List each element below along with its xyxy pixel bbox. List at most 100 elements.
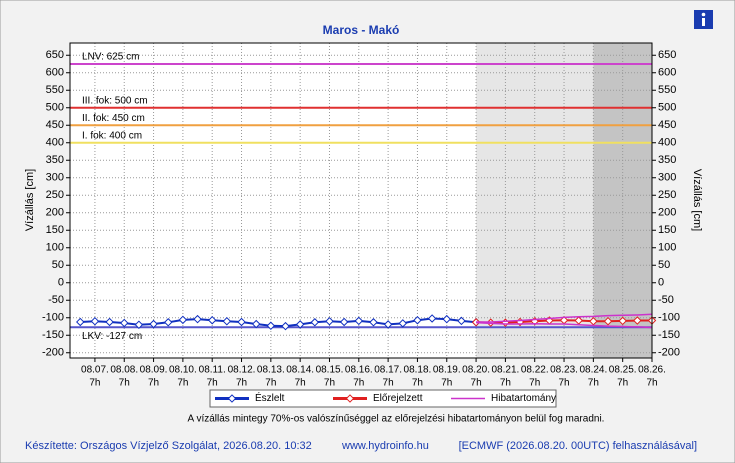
x-tick-label: 08.09. bbox=[140, 365, 168, 376]
x-tick-sublabel: 7h bbox=[588, 378, 599, 389]
x-tick-label: 08.15. bbox=[316, 365, 344, 376]
x-tick-sublabel: 7h bbox=[207, 378, 218, 389]
note: A vízállás mintegy 70%-os valószínűségge… bbox=[188, 414, 605, 425]
x-tick-sublabel: 7h bbox=[119, 378, 130, 389]
x-tick-sublabel: 7h bbox=[383, 378, 394, 389]
forecast-shade bbox=[476, 43, 594, 358]
y2-tick-label: 200 bbox=[658, 207, 676, 219]
point-marker bbox=[457, 316, 466, 326]
y2-axis-title: Vízállás [cm] bbox=[691, 169, 703, 231]
x-tick-label: 08.22. bbox=[521, 365, 549, 376]
point-marker bbox=[163, 318, 173, 327]
point-marker bbox=[90, 317, 100, 326]
x-tick-label: 08.25. bbox=[609, 365, 637, 376]
info-icon[interactable] bbox=[694, 10, 713, 29]
error-band-lower bbox=[476, 321, 653, 329]
x-tick-label: 08.20. bbox=[462, 365, 490, 376]
point-marker bbox=[105, 317, 114, 327]
point-marker bbox=[369, 318, 378, 327]
x-tick-sublabel: 7h bbox=[412, 378, 423, 389]
y2-tick-label: 350 bbox=[658, 154, 676, 166]
x-tick-label: 08.23. bbox=[550, 365, 578, 376]
point-marker bbox=[354, 316, 364, 326]
x-tick-label: 08.12. bbox=[228, 365, 256, 376]
legend-marker bbox=[345, 394, 355, 403]
y2-tick-label: 550 bbox=[658, 84, 676, 96]
x-tick-sublabel: 7h bbox=[295, 378, 306, 389]
point-marker bbox=[149, 319, 158, 329]
footer-link[interactable]: www.hydroinfo.hu bbox=[341, 440, 429, 452]
point-marker bbox=[134, 320, 144, 329]
x-tick-sublabel: 7h bbox=[236, 378, 247, 389]
point-marker bbox=[589, 317, 598, 326]
plot-border bbox=[69, 42, 653, 359]
y-tick-label: 650 bbox=[46, 49, 64, 61]
x-tick-sublabel: 7h bbox=[558, 378, 569, 389]
forecast-shade bbox=[593, 43, 652, 358]
y-tick-label: 600 bbox=[46, 67, 64, 79]
point-marker bbox=[633, 316, 642, 325]
x-tick-label: 08.08. bbox=[110, 365, 138, 376]
y-tick-label: -100 bbox=[42, 312, 64, 324]
x-tick-label: 08.16. bbox=[345, 365, 373, 376]
error-band-upper bbox=[476, 313, 653, 323]
y-tick-label: -50 bbox=[48, 294, 64, 306]
legend-box bbox=[209, 389, 557, 408]
x-tick-label: 08.19. bbox=[433, 365, 461, 376]
x-tick-sublabel: 7h bbox=[646, 378, 657, 389]
footer-source: [ECMWF (2026.08.20. 00UTC) felhasználásá… bbox=[459, 440, 697, 452]
point-marker bbox=[178, 315, 188, 325]
point-marker bbox=[76, 317, 85, 327]
x-tick-sublabel: 7h bbox=[353, 378, 364, 389]
point-marker bbox=[413, 315, 422, 325]
y-tick-label: 150 bbox=[46, 224, 64, 236]
y-axis-title: Vízállás [cm] bbox=[24, 169, 36, 231]
x-tick-sublabel: 7h bbox=[148, 378, 159, 389]
y-tick-label: 400 bbox=[46, 137, 64, 149]
reference-label: III. fok: 500 cm bbox=[82, 95, 148, 106]
point-marker bbox=[207, 315, 217, 325]
x-tick-label: 08.26. bbox=[638, 365, 666, 376]
point-marker bbox=[295, 320, 305, 329]
y2-tick-label: 100 bbox=[658, 242, 676, 254]
x-tick-sublabel: 7h bbox=[324, 378, 335, 389]
legend-marker bbox=[227, 394, 237, 403]
y2-tick-label: 400 bbox=[658, 137, 676, 149]
y-tick-label: 300 bbox=[46, 172, 64, 184]
point-marker bbox=[266, 321, 276, 331]
y-tick-label: 250 bbox=[46, 189, 64, 201]
x-tick-sublabel: 7h bbox=[89, 378, 100, 389]
y2-tick-label: 0 bbox=[658, 277, 664, 289]
y2-tick-label: -200 bbox=[658, 347, 680, 359]
point-marker bbox=[193, 314, 202, 324]
x-tick-sublabel: 7h bbox=[265, 378, 276, 389]
point-marker bbox=[251, 319, 261, 329]
x-tick-label: 08.07. bbox=[81, 365, 109, 376]
y-tick-label: 450 bbox=[46, 119, 64, 131]
x-tick-sublabel: 7h bbox=[617, 378, 628, 389]
x-tick-label: 08.17. bbox=[374, 365, 402, 376]
point-marker bbox=[222, 317, 232, 326]
x-tick-label: 08.11. bbox=[199, 365, 226, 376]
y-tick-label: 500 bbox=[46, 102, 64, 114]
x-tick-label: 08.18. bbox=[404, 365, 432, 376]
reference-label: I. fok: 400 cm bbox=[82, 130, 142, 141]
y2-tick-label: 50 bbox=[658, 259, 670, 271]
x-tick-label: 08.14. bbox=[286, 365, 314, 376]
y2-tick-label: -100 bbox=[658, 312, 680, 324]
legend-label: Előrejelzett bbox=[373, 393, 423, 404]
x-tick-label: 08.10. bbox=[169, 365, 197, 376]
series-line bbox=[80, 317, 477, 328]
y-tick-label: -200 bbox=[42, 347, 64, 359]
reference-label: LNV: 625 cm bbox=[82, 52, 139, 63]
point-marker bbox=[119, 318, 129, 328]
footer-author: Készítette: Országos Vízjelző Szolgálat,… bbox=[25, 440, 312, 452]
point-marker bbox=[618, 316, 627, 326]
chart-title: Maros - Makó bbox=[323, 23, 400, 37]
point-marker bbox=[281, 321, 290, 331]
point-marker bbox=[310, 318, 320, 327]
y2-tick-label: 450 bbox=[658, 119, 676, 131]
y2-tick-label: 650 bbox=[658, 49, 676, 61]
